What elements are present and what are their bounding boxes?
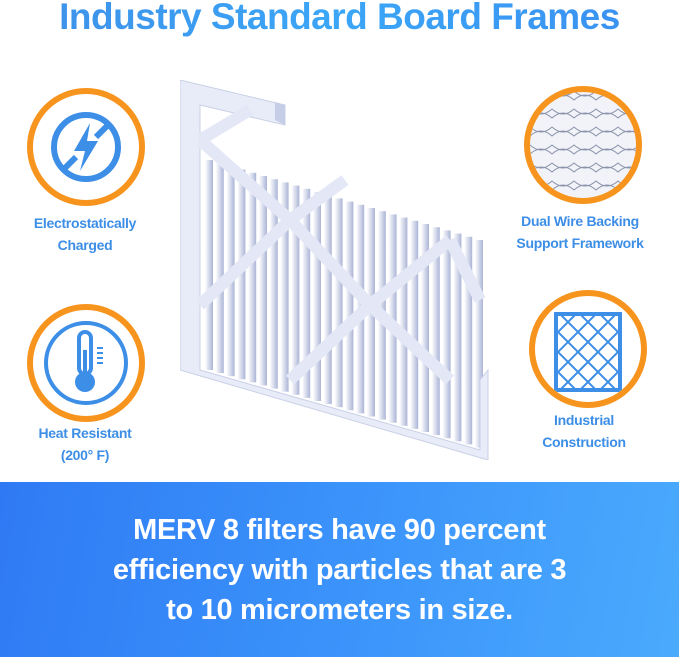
filter-pleat: [248, 172, 257, 383]
filter-pleat: [291, 185, 300, 395]
air-filter-image: [180, 80, 489, 460]
feature-icon-heat: [27, 304, 145, 422]
label-line: Industrial: [553, 412, 614, 428]
filter-pleat: [399, 217, 408, 426]
filter-pleat: [313, 192, 321, 401]
filter-pleat: [431, 227, 440, 436]
label-line: Charged: [57, 237, 113, 253]
label-line: Construction: [542, 434, 626, 450]
label-line: Dual Wire Backing: [521, 213, 639, 229]
label-line: Electrostatically: [33, 215, 137, 231]
grid-frame-icon: [554, 312, 622, 392]
feature-label-heat: Heat Resistant (200° F): [0, 422, 175, 466]
info-banner: MERV 8 filters have 90 percent efficienc…: [0, 482, 679, 657]
filter-pleat: [464, 236, 473, 445]
thermometer-icon: [44, 321, 128, 405]
banner-line: to 10 micrometers in size.: [166, 594, 513, 626]
feature-label-wire: Dual Wire Backing Support Framework: [490, 210, 670, 254]
filter-pleat: [345, 201, 354, 411]
no-electricity-icon: [51, 112, 121, 182]
filter-pleat: [442, 230, 451, 439]
feature-icon-electrostatic: [27, 88, 145, 206]
feature-icon-wire: [524, 86, 642, 204]
filter-pleat: [410, 220, 419, 429]
filter-pleat: [259, 176, 267, 386]
label-line: (200° F): [60, 447, 110, 463]
filter-pleat: [453, 233, 462, 442]
feature-label-electrostatic: Electrostatically Charged: [0, 212, 175, 256]
filter-pleat: [269, 179, 278, 389]
filter-pleat: [215, 163, 224, 374]
filter-pleat: [421, 224, 429, 432]
filter-pleat: [237, 169, 246, 380]
banner-text: MERV 8 filters have 90 percent efficienc…: [0, 510, 679, 630]
banner-line: efficiency with particles that are 3: [112, 554, 567, 586]
page-title: Industry Standard Board Frames: [0, 0, 679, 38]
filter-pleat: [205, 160, 213, 370]
feature-label-construction: Industrial Construction: [494, 409, 674, 453]
feature-icon-construction: [529, 290, 647, 408]
filter-pleat: [280, 182, 289, 392]
filter-pleat: [475, 240, 483, 448]
label-line: Heat Resistant: [38, 425, 132, 441]
filter-pleat: [323, 195, 332, 405]
label-line: Support Framework: [516, 235, 644, 251]
filter-pleat: [334, 198, 343, 408]
filter-pleat: [302, 188, 311, 398]
wire-mesh-icon: [530, 92, 636, 191]
banner-line: MERV 8 filters have 90 percent: [133, 514, 546, 546]
